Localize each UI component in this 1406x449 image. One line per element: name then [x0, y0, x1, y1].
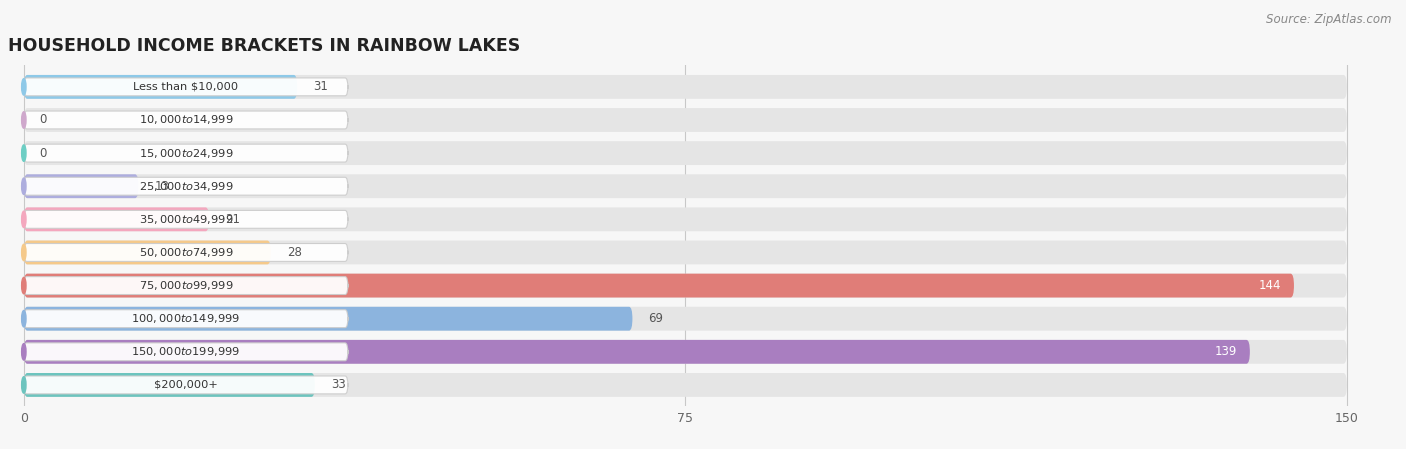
FancyBboxPatch shape: [24, 373, 1347, 397]
Text: 21: 21: [225, 213, 240, 226]
Circle shape: [21, 343, 27, 360]
Text: Source: ZipAtlas.com: Source: ZipAtlas.com: [1267, 13, 1392, 26]
FancyBboxPatch shape: [24, 78, 347, 96]
FancyBboxPatch shape: [24, 174, 1347, 198]
FancyBboxPatch shape: [24, 373, 315, 397]
Text: $10,000 to $14,999: $10,000 to $14,999: [139, 114, 233, 127]
FancyBboxPatch shape: [24, 211, 347, 228]
FancyBboxPatch shape: [24, 144, 347, 162]
FancyBboxPatch shape: [24, 340, 1250, 364]
FancyBboxPatch shape: [24, 241, 271, 264]
FancyBboxPatch shape: [24, 207, 209, 231]
Text: $75,000 to $99,999: $75,000 to $99,999: [139, 279, 233, 292]
Text: 144: 144: [1258, 279, 1281, 292]
FancyBboxPatch shape: [24, 307, 633, 330]
FancyBboxPatch shape: [24, 310, 347, 328]
Text: 0: 0: [39, 147, 46, 159]
Circle shape: [21, 79, 27, 95]
Text: 13: 13: [155, 180, 169, 193]
Text: Less than $10,000: Less than $10,000: [134, 82, 239, 92]
Text: $15,000 to $24,999: $15,000 to $24,999: [139, 147, 233, 159]
FancyBboxPatch shape: [24, 307, 1347, 330]
Text: $35,000 to $49,999: $35,000 to $49,999: [139, 213, 233, 226]
Circle shape: [21, 310, 27, 327]
FancyBboxPatch shape: [24, 273, 1294, 298]
FancyBboxPatch shape: [24, 376, 347, 394]
Text: 33: 33: [330, 379, 346, 392]
FancyBboxPatch shape: [24, 340, 1347, 364]
FancyBboxPatch shape: [24, 141, 1347, 165]
FancyBboxPatch shape: [24, 177, 347, 195]
Text: 0: 0: [39, 114, 46, 127]
Circle shape: [21, 112, 27, 128]
Text: 28: 28: [287, 246, 301, 259]
Text: HOUSEHOLD INCOME BRACKETS IN RAINBOW LAKES: HOUSEHOLD INCOME BRACKETS IN RAINBOW LAK…: [8, 37, 520, 55]
FancyBboxPatch shape: [24, 174, 138, 198]
Circle shape: [21, 178, 27, 194]
Text: $50,000 to $74,999: $50,000 to $74,999: [139, 246, 233, 259]
Circle shape: [21, 145, 27, 161]
Circle shape: [21, 211, 27, 228]
Text: 31: 31: [314, 80, 328, 93]
FancyBboxPatch shape: [24, 277, 347, 295]
Text: $200,000+: $200,000+: [155, 380, 218, 390]
FancyBboxPatch shape: [24, 108, 1347, 132]
FancyBboxPatch shape: [24, 207, 1347, 231]
Circle shape: [21, 377, 27, 393]
FancyBboxPatch shape: [24, 343, 347, 361]
FancyBboxPatch shape: [24, 243, 347, 261]
FancyBboxPatch shape: [24, 75, 1347, 99]
Text: 139: 139: [1215, 345, 1237, 358]
Text: $100,000 to $149,999: $100,000 to $149,999: [131, 312, 240, 325]
FancyBboxPatch shape: [24, 111, 347, 129]
Text: $150,000 to $199,999: $150,000 to $199,999: [131, 345, 240, 358]
Text: 69: 69: [648, 312, 664, 325]
Circle shape: [21, 277, 27, 294]
Circle shape: [21, 244, 27, 261]
FancyBboxPatch shape: [24, 273, 1347, 298]
FancyBboxPatch shape: [24, 75, 297, 99]
FancyBboxPatch shape: [24, 241, 1347, 264]
Text: $25,000 to $34,999: $25,000 to $34,999: [139, 180, 233, 193]
